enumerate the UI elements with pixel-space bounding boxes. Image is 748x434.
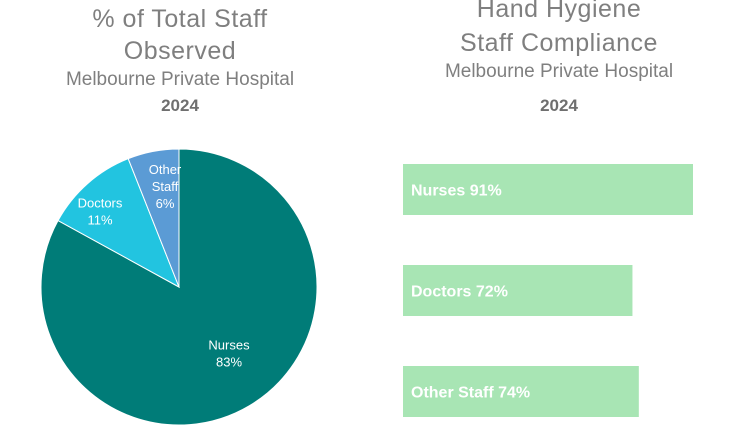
pie-slice-value: 6%: [156, 196, 175, 211]
staff-observed-panel: % of Total Staff Observed Melbourne Priv…: [0, 0, 360, 434]
pie-slice-name: Doctors: [78, 196, 123, 211]
pie-slice-name: Other: [149, 162, 182, 177]
pie-slice-value: 83%: [216, 355, 242, 370]
bar-label: Other Staff 74%: [411, 385, 530, 402]
bar-subtitle: Melbourne Private Hospital: [444, 61, 674, 82]
pie-chart: Nurses 83% Doctors 11% Other Staff 6%: [40, 148, 318, 426]
pie-label-nurses: Nurses 83%: [208, 338, 250, 370]
bar-label: Doctors 72%: [411, 284, 508, 301]
pie-slice-name: Staff: [152, 179, 179, 194]
pie-slice-value: 11%: [87, 213, 112, 228]
bar-other-staff: [403, 366, 639, 417]
bar-title-line2: Staff Compliance: [460, 29, 658, 57]
pie-subtitle: Melbourne Private Hospital: [65, 69, 295, 90]
bar-doctors: [403, 265, 633, 316]
bar-year: 2024: [540, 96, 578, 115]
pie-slice-nurses: [40, 148, 318, 426]
pie-label-doctors: Doctors 11%: [78, 196, 123, 228]
hand-hygiene-panel: Hand Hygiene Staff Compliance Melbourne …: [370, 0, 748, 434]
pie-slice-other-staff: [127, 148, 180, 288]
pie-slice-doctors: [57, 158, 180, 289]
bar-label: Nurses 91%: [411, 183, 502, 200]
pie-slice-name: Nurses: [208, 338, 250, 353]
pie-title-line2: Observed: [123, 37, 237, 65]
compliance-bar-chart: Nurses 91% Doctors 72% Other Staff 74%: [403, 164, 693, 417]
pie-label-other-staff: Other Staff 6%: [149, 162, 182, 211]
pie-title-line1: % of Total Staff: [92, 5, 268, 33]
bar-nurses: [403, 164, 693, 215]
pie-year: 2024: [161, 96, 199, 115]
bar-title-line1: Hand Hygiene: [476, 0, 642, 23]
